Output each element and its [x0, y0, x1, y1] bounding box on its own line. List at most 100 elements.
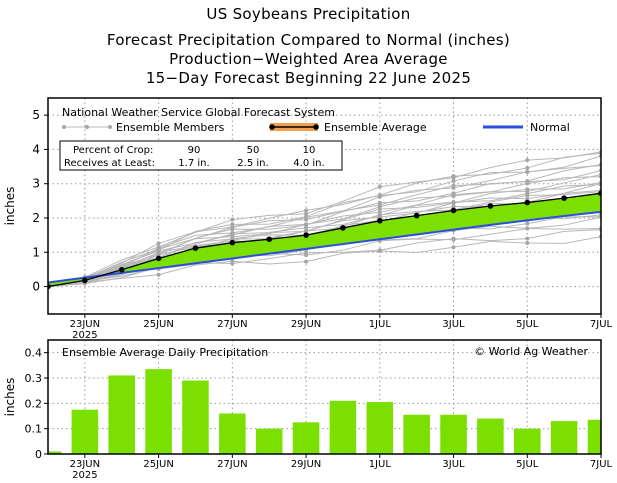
bar-x-tick-year-label: 2025 — [72, 470, 97, 481]
y-tick-label: 0 — [32, 280, 40, 294]
ensemble-member-point — [525, 189, 530, 194]
ensemble-average-point — [229, 239, 236, 246]
y-tick-label: 2 — [32, 211, 40, 225]
ensemble-member-point — [230, 217, 235, 222]
daily-precip-bar — [292, 422, 320, 454]
ensemble-member-point — [377, 193, 382, 198]
ensemble-member-point — [377, 184, 382, 189]
x-tick-label: 3JUL — [442, 319, 465, 330]
ensemble-member-point — [377, 210, 382, 215]
ensemble-member-point — [451, 237, 456, 242]
ensemble-member-line — [48, 216, 601, 288]
crop-percent-box — [59, 140, 343, 171]
crop-amount-value: 4.0 in. — [293, 158, 324, 169]
ensemble-member-point — [230, 230, 235, 235]
ensemble-average-point — [487, 203, 494, 209]
ensemble-member-point — [451, 179, 456, 184]
ensemble-member-line — [48, 216, 601, 288]
ensemble-member-point — [304, 214, 309, 219]
ensemble-member-point — [156, 272, 161, 277]
ensemble-member-point — [156, 241, 161, 246]
ensemble-member-point — [377, 202, 382, 207]
legend-members-swatch-point — [62, 125, 66, 129]
crop-amount-value: 2.5 in. — [237, 158, 268, 169]
bar-x-tick-label: 25JUN — [143, 459, 173, 470]
ensemble-member-point — [304, 229, 309, 234]
daily-precip-bar — [477, 418, 504, 454]
ensemble-average-point — [155, 255, 162, 262]
ensemble-average-point — [192, 245, 199, 251]
ensemble-member-point — [304, 253, 309, 258]
x-tick-label: 27JUN — [217, 319, 247, 330]
ensemble-member-line — [48, 165, 601, 288]
ensemble-member-point — [525, 196, 530, 201]
plot-area — [48, 149, 601, 290]
normal-line — [48, 210, 601, 284]
daily-precip-bar — [403, 414, 430, 454]
bar-x-tick-label: 1JUL — [369, 459, 392, 470]
legend-average-label: Ensemble Average — [324, 121, 427, 134]
legend-members-swatch-point — [108, 125, 112, 129]
daily-precip-bar — [255, 428, 283, 454]
ensemble-average-point — [118, 266, 125, 273]
ensemble-member-point — [230, 261, 235, 266]
x-tick-label: 1JUL — [369, 319, 392, 330]
ensemble-vs-normal-fill — [48, 193, 601, 287]
crop-percent-value: 90 — [188, 145, 201, 156]
legend-members-swatch-point — [85, 125, 89, 129]
daily-precip-bar — [145, 369, 172, 454]
chart-region-label: Production−Weighted Area Average — [169, 50, 448, 68]
bar-y-tick-label: 0.3 — [25, 372, 43, 385]
bar-y-tick-label: 0.2 — [25, 397, 43, 410]
x-tick-label: 25JUN — [143, 319, 173, 330]
bar-x-tick-label: 29JUN — [291, 459, 321, 470]
legend-normal-label: Normal — [530, 121, 570, 134]
ensemble-member-point — [304, 211, 309, 216]
ensemble-average-point — [340, 225, 346, 231]
ensemble-member-point — [304, 208, 309, 213]
x-tick-label: 23JUN — [70, 319, 100, 330]
daily-precip-bar — [440, 414, 467, 454]
daily-precip-bar — [329, 400, 357, 454]
ensemble-average-point — [561, 195, 567, 201]
y-tick-label: 4 — [32, 142, 40, 156]
ensemble-member-point — [230, 225, 235, 230]
ensemble-member-point — [525, 179, 530, 184]
ensemble-member-point — [525, 221, 530, 226]
daily-precip-bar — [219, 413, 246, 454]
ensemble-member-point — [525, 170, 530, 175]
ensemble-member-point — [377, 248, 382, 253]
bar-x-tick-label: 27JUN — [217, 459, 247, 470]
ensemble-member-point — [451, 245, 456, 250]
ensemble-member-line — [48, 155, 601, 288]
x-tick-label: 5JUL — [516, 319, 539, 330]
ensemble-member-point — [525, 158, 530, 163]
ensemble-average-point — [266, 236, 273, 243]
ensemble-member-point — [451, 204, 456, 209]
daily-precip-bar — [71, 409, 99, 454]
ensemble-member-point — [156, 252, 161, 257]
ensemble-member-line — [48, 151, 601, 288]
y-tick-label: 3 — [32, 177, 40, 191]
ensemble-average-point — [303, 232, 309, 238]
daily-precip-bar — [366, 402, 394, 454]
ensemble-member-line — [48, 174, 601, 288]
ensemble-member-point — [525, 241, 530, 246]
ensemble-member-point — [451, 191, 456, 196]
ensemble-member-point — [304, 217, 309, 222]
ensemble-average-line — [48, 192, 601, 288]
plot-frame — [47, 97, 602, 315]
bar-plot-frame — [47, 339, 602, 455]
daily-precip-bar — [513, 428, 541, 454]
ensemble-member-point — [451, 185, 456, 190]
daily-precip-bar — [108, 375, 136, 454]
chart-forecast-period: 15−Day Forecast Beginning 22 June 2025 — [145, 69, 472, 87]
ensemble-member-line — [48, 236, 601, 288]
y-tick-label: 1 — [32, 245, 40, 259]
x-tick-label: 7JUL — [590, 319, 613, 330]
legend-average-swatch-point — [313, 124, 319, 130]
ensemble-average-point — [377, 217, 383, 224]
legend-source-label: National Weather Service Global Forecast… — [62, 106, 335, 119]
bar-x-tick-label: 7JUL — [590, 459, 613, 470]
